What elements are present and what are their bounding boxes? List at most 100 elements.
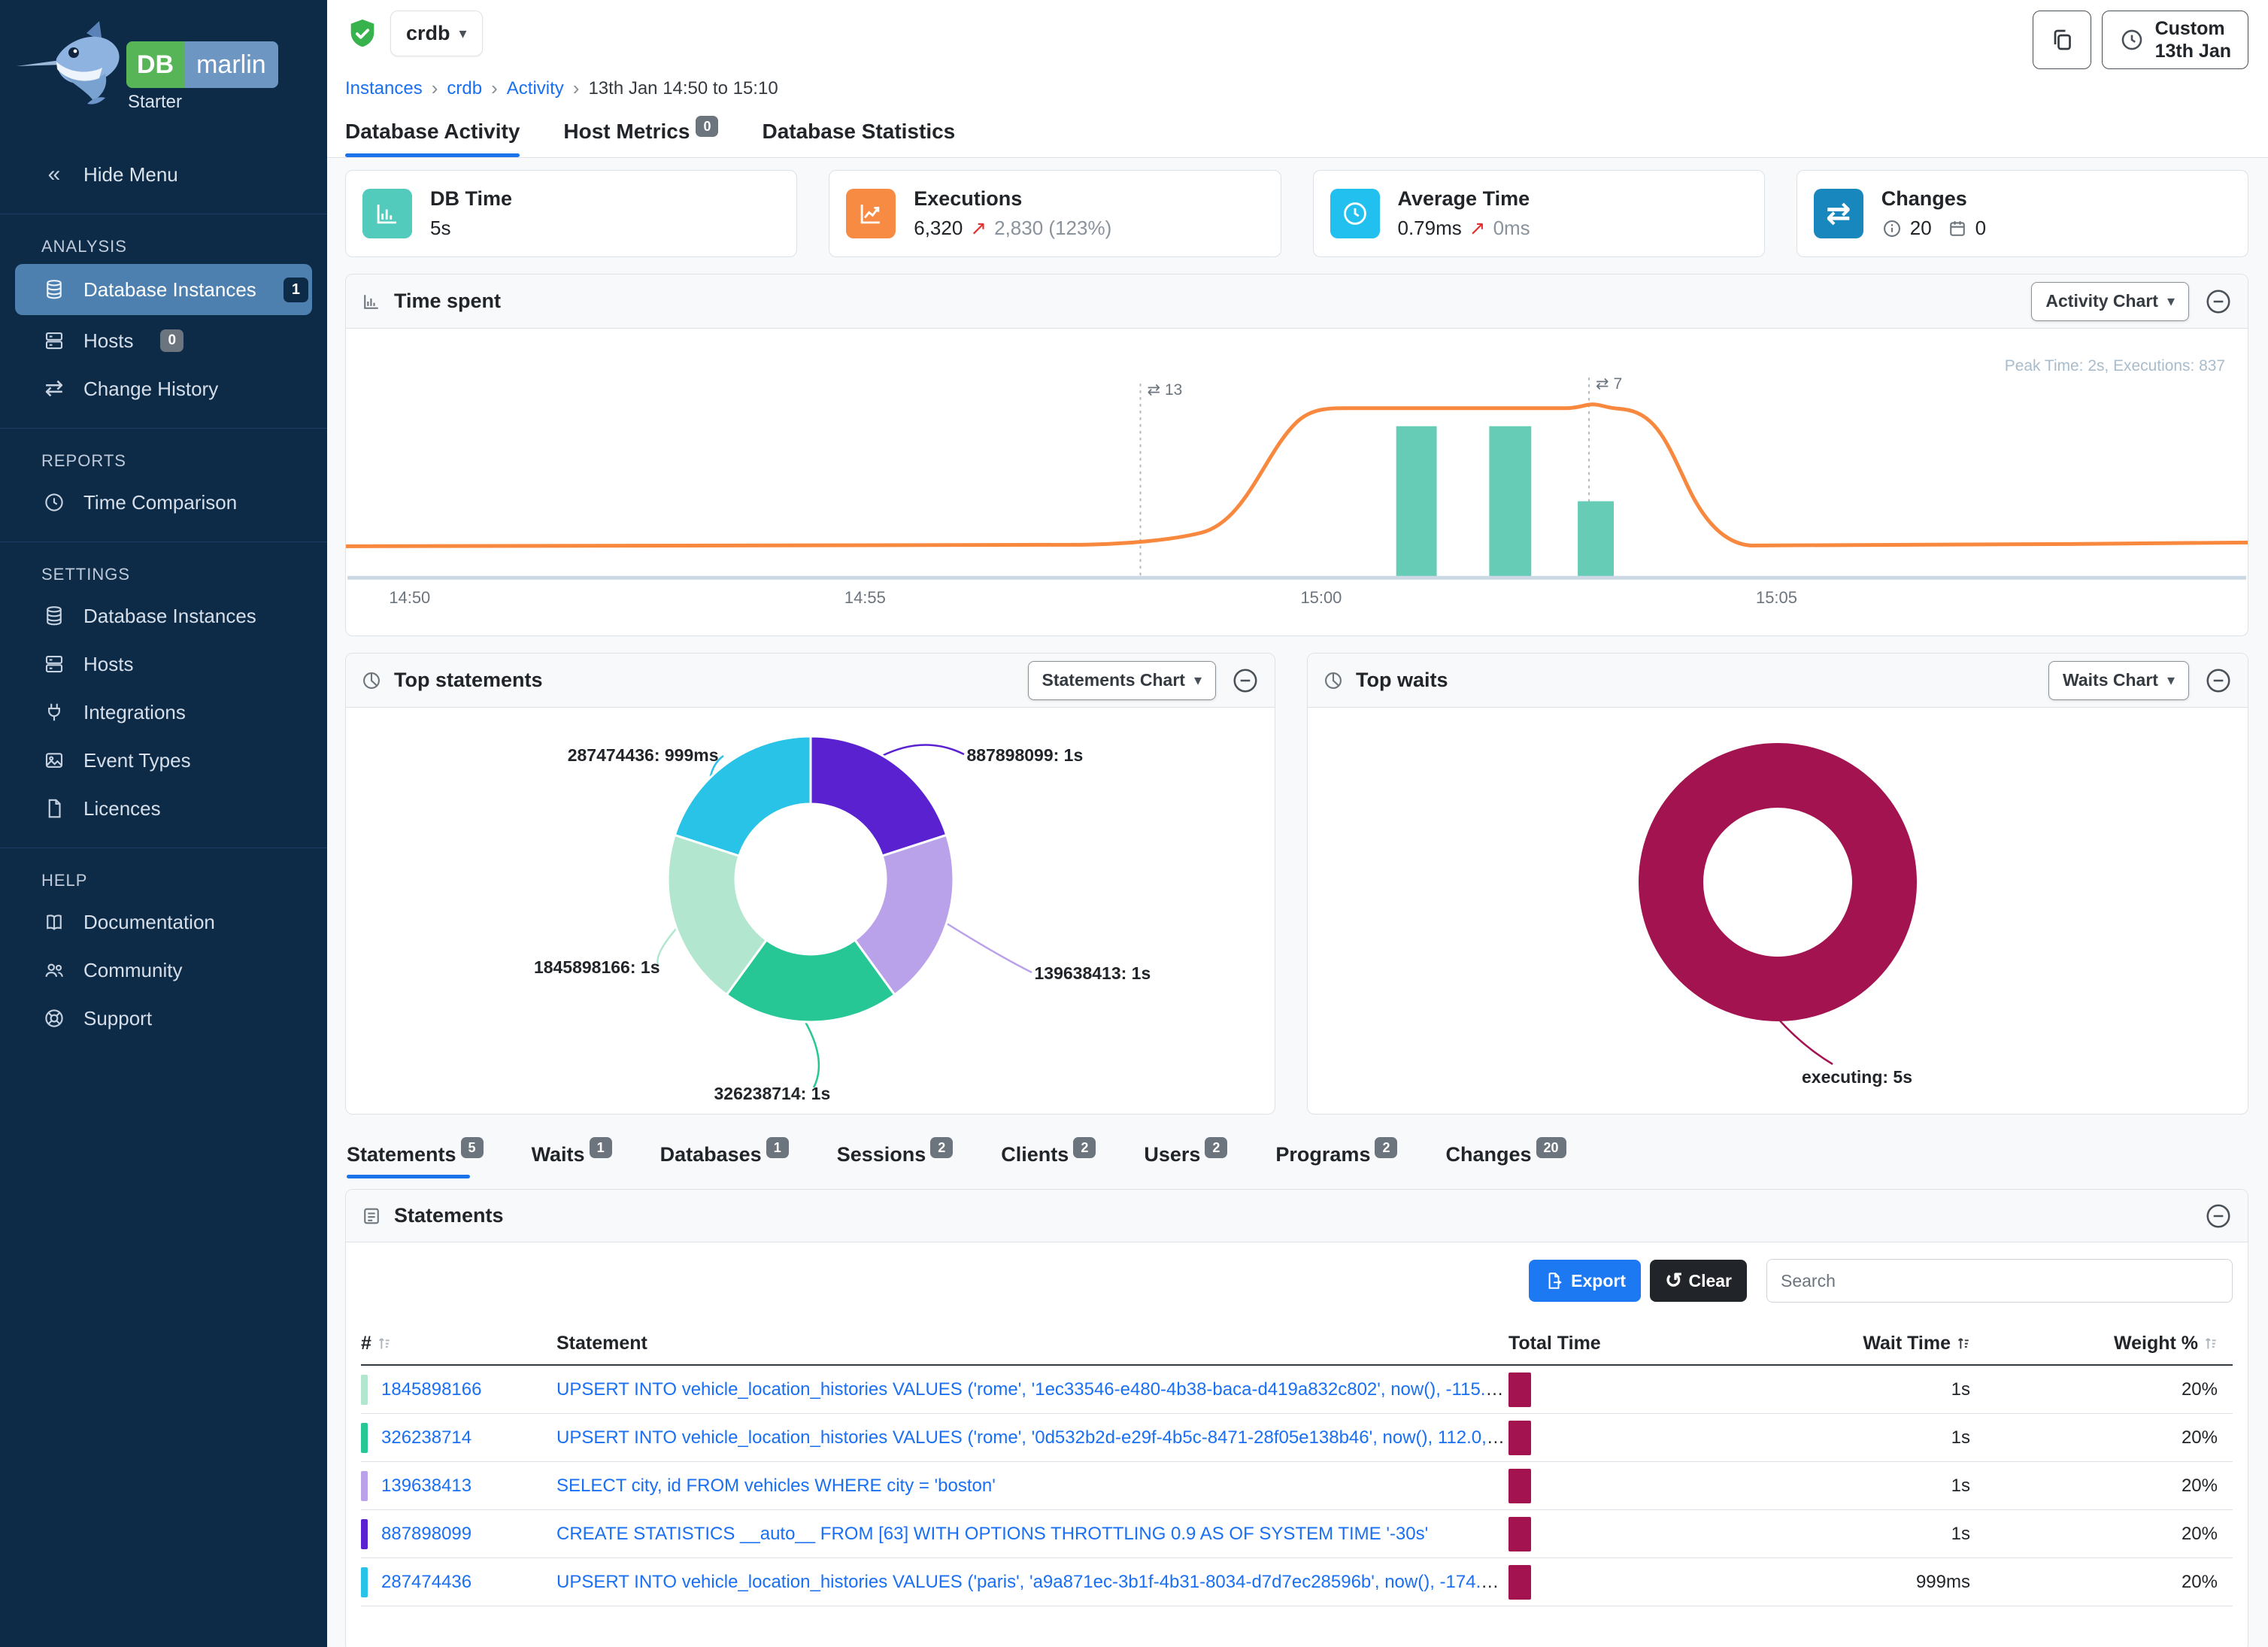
breadcrumb-activity[interactable]: Activity [506, 77, 564, 99]
time-range-mode: Custom [2154, 18, 2225, 39]
statement-link[interactable]: UPSERT INTO vehicle_location_histories V… [556, 1427, 1508, 1448]
statement-link[interactable]: SELECT city, id FROM vehicles WHERE city… [556, 1475, 996, 1496]
sidebar-item-integrations[interactable]: Integrations [0, 688, 327, 736]
hide-menu-button[interactable]: « Hide Menu [0, 150, 327, 199]
sidebar-item-label: Database Instances [83, 278, 256, 301]
statement-link[interactable]: UPSERT INTO vehicle_location_histories V… [556, 1379, 1508, 1400]
donut-label[interactable]: 326238714: 1s [714, 1084, 831, 1104]
waits-donut[interactable] [1612, 717, 1943, 1048]
tab-users[interactable]: Users 2 [1144, 1137, 1228, 1178]
change-annotation[interactable]: ⇄ 7 [1596, 375, 1622, 393]
brand-marlin: marlin [184, 41, 278, 88]
search-input[interactable] [1766, 1259, 2233, 1303]
pie-chart-icon [361, 670, 382, 691]
clear-button[interactable]: ↺ Clear [1649, 1260, 1747, 1303]
donut-label[interactable]: 287474436: 999ms [567, 745, 719, 766]
statements-chart-select[interactable]: Statements Chart ▾ [1027, 660, 1216, 700]
line-chart-icon [846, 189, 896, 238]
instance-selector[interactable]: crdb ▾ [390, 11, 483, 56]
donut-label[interactable]: 1845898166: 1s [533, 957, 660, 978]
export-button[interactable]: Export [1529, 1260, 1641, 1303]
collapse-panel-button[interactable] [1231, 666, 1260, 695]
activity-chart-select[interactable]: Activity Chart ▾ [2031, 281, 2189, 321]
tab-database-statistics[interactable]: Database Statistics [762, 120, 956, 143]
export-icon [1548, 1272, 1562, 1289]
executions-bar[interactable] [1396, 426, 1437, 578]
section-title: REPORTS [41, 451, 126, 470]
donut-label[interactable]: 887898099: 1s [966, 745, 1084, 766]
instance-name: crdb [406, 22, 450, 44]
sidebar-item-hosts-settings[interactable]: Hosts [0, 640, 327, 688]
total-time-bar [1508, 1564, 1531, 1600]
time-range-button[interactable]: Custom 13th Jan [2101, 11, 2248, 69]
card-title: Executions [914, 187, 1023, 210]
statement-id-link[interactable]: 139638413 [381, 1475, 472, 1496]
trend-up-icon: ↗ [1469, 217, 1486, 239]
time-spent-chart[interactable]: Peak Time: 2s, Executions: 837 ⇄ 13 ⇄ 7 14… [346, 329, 2248, 635]
card-changes: ⇄ Changes 20 0 [1796, 170, 2248, 257]
sidebar-item-label: Event Types [83, 748, 191, 772]
donut-label[interactable]: executing: 5s [1802, 1067, 1912, 1087]
total-time-bar [1508, 1468, 1531, 1503]
sidebar-item-licences[interactable]: Licences [0, 784, 327, 833]
tab-host-metrics[interactable]: Host Metrics 0 [563, 116, 719, 157]
undo-icon: ↺ [1664, 1269, 1683, 1293]
card-value: 5s [430, 217, 451, 239]
sidebar-item-event-types[interactable]: Event Types [0, 736, 327, 784]
activity-line-chart: Peak Time: 2s, Executions: 837 ⇄ 13 ⇄ 7 14… [346, 357, 2248, 607]
item-count-badge: 0 [160, 329, 184, 352]
top-band: crdb ▾ Custom 13th Jan Instances › [327, 0, 2268, 158]
sidebar-item-database-instances[interactable]: Database Instances 1 [15, 264, 312, 315]
table-row: 139638413 SELECT city, id FROM vehicles … [361, 1462, 2233, 1511]
statements-donut[interactable] [645, 714, 976, 1045]
panel-title: Time spent [394, 290, 502, 312]
tab-sessions[interactable]: Sessions 2 [837, 1137, 954, 1178]
sidebar-item-change-history[interactable]: ⇄ Change History [0, 365, 327, 413]
col-header-wait-time: Wait Time [1863, 1332, 1951, 1354]
tab-clients[interactable]: Clients 2 [1001, 1137, 1096, 1178]
x-tick: 15:05 [1756, 588, 1797, 607]
sort-icon[interactable] [2204, 1335, 2218, 1351]
copy-link-button[interactable] [2032, 11, 2091, 69]
tab-count-badge: 2 [930, 1137, 954, 1159]
statement-link[interactable]: CREATE STATISTICS __auto__ FROM [63] WIT… [556, 1523, 1429, 1544]
tab-statements[interactable]: Statements 5 [347, 1137, 484, 1179]
collapse-panel-button[interactable] [2204, 287, 2233, 316]
content: DB Time 5s Executions 6,320 ↗ 2,830 (123… [327, 158, 2268, 1647]
collapse-panel-button[interactable] [2204, 1202, 2233, 1230]
tab-changes[interactable]: Changes 20 [1445, 1137, 1566, 1178]
sidebar-item-database-instances-settings[interactable]: Database Instances [0, 592, 327, 640]
sort-asc-icon[interactable] [1957, 1335, 1970, 1351]
tab-waits[interactable]: Waits 1 [532, 1137, 612, 1178]
sidebar-item-documentation[interactable]: Documentation [0, 898, 327, 946]
chevron-down-icon: ▾ [459, 26, 467, 42]
tab-databases[interactable]: Databases 1 [660, 1137, 789, 1178]
tab-count-badge: 0 [696, 116, 719, 137]
statement-link[interactable]: UPSERT INTO vehicle_location_histories V… [556, 1571, 1508, 1592]
tab-programs[interactable]: Programs 2 [1275, 1137, 1398, 1178]
collapse-panel-button[interactable] [2204, 666, 2233, 695]
tab-count-badge: 2 [1375, 1137, 1398, 1159]
breadcrumb-instances[interactable]: Instances [345, 77, 423, 99]
breadcrumb-crdb[interactable]: crdb [447, 77, 483, 99]
sidebar-item-label: Licences [83, 796, 161, 820]
change-annotation[interactable]: ⇄ 13 [1147, 381, 1182, 399]
sidebar-item-time-comparison[interactable]: Time Comparison [0, 478, 327, 526]
waits-chart-select[interactable]: Waits Chart ▾ [2048, 660, 2189, 700]
statement-id-link[interactable]: 887898099 [381, 1523, 472, 1544]
executions-bar[interactable] [1578, 501, 1614, 578]
donut-label[interactable]: 139638413: 1s [1034, 963, 1151, 984]
sort-icon[interactable] [377, 1335, 391, 1351]
wait-time-value: 1s [1951, 1427, 1970, 1448]
sidebar-item-support[interactable]: Support [0, 994, 327, 1042]
statement-id-link[interactable]: 287474436 [381, 1571, 472, 1592]
card-title: Average Time [1397, 187, 1530, 210]
statement-id-link[interactable]: 326238714 [381, 1427, 472, 1448]
wait-time-value: 1s [1951, 1475, 1970, 1496]
tab-count-badge: 2 [1205, 1137, 1228, 1159]
sidebar-item-hosts[interactable]: Hosts 0 [0, 317, 327, 365]
sidebar-item-community[interactable]: Community [0, 946, 327, 994]
tab-database-activity[interactable]: Database Activity [345, 120, 520, 157]
executions-bar[interactable] [1489, 426, 1532, 578]
statement-id-link[interactable]: 1845898166 [381, 1379, 482, 1400]
